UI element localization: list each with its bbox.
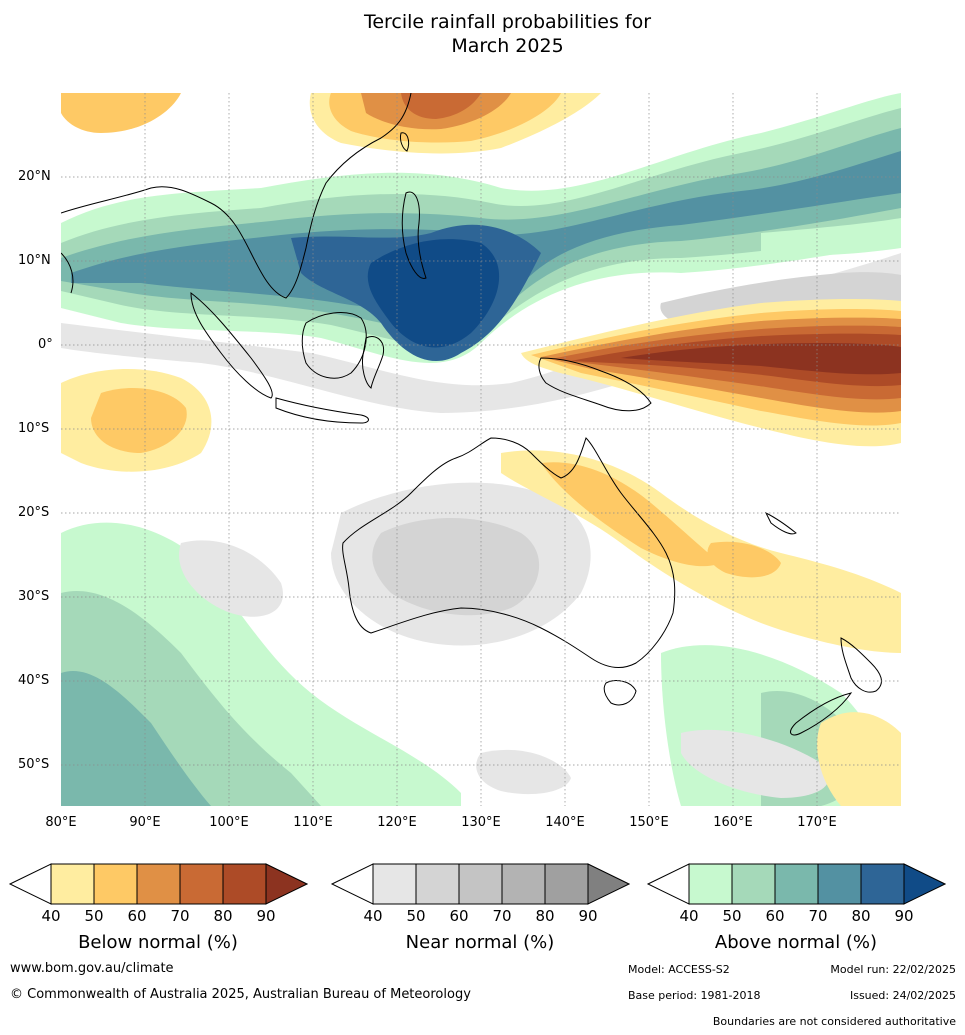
footer-copyright: © Commonwealth of Australia 2025, Austra…	[10, 987, 471, 1002]
legend-below-swatch-0	[8, 863, 52, 905]
legend-near-title: Near normal (%)	[405, 932, 555, 953]
legend-above-swatch-4	[817, 863, 862, 905]
legend-above-swatch-5	[860, 863, 905, 905]
map-title: Tercile rainfall probabilities for March…	[0, 10, 965, 58]
legend-below-tick-70: 70	[170, 907, 190, 925]
lat-label-10n: 10°N	[18, 253, 51, 268]
borneo-coast	[301, 312, 367, 379]
footer-model: Model: ACCESS-S2	[628, 963, 730, 976]
india-coast	[61, 252, 74, 294]
legend-below-swatch-3	[136, 863, 181, 905]
footer-base-period: Base period: 1981-2018	[628, 989, 761, 1002]
legend-above-swatch-1	[688, 863, 733, 905]
legend-near-normal: 40 50 60 70 80 90 Near normal (%)	[330, 862, 630, 953]
below-normal-regions	[61, 93, 901, 806]
lon-label-160e: 160°E	[713, 815, 753, 830]
legend-below-tick-60: 60	[127, 907, 147, 925]
new-zealand-north	[840, 637, 882, 693]
legend-above-swatch-0	[646, 863, 690, 905]
legend-below-colorbar	[8, 863, 308, 905]
sumatra-coast	[190, 291, 273, 399]
legend-below-tick-90: 90	[256, 907, 276, 925]
legend-above-tick-90: 90	[894, 907, 914, 925]
legend-below-tick-80: 80	[213, 907, 233, 925]
legend-above-tick-80: 80	[851, 907, 871, 925]
legend-above-swatch-3	[774, 863, 819, 905]
legend-near-tick-50: 50	[406, 907, 426, 925]
footer-model-run: Model run: 22/02/2025	[830, 963, 956, 976]
legend-near-swatch-6	[587, 863, 630, 905]
lat-label-20s: 20°S	[18, 505, 50, 520]
legend-near-swatch-5	[544, 863, 589, 905]
australia-coast	[342, 437, 676, 669]
legend-above-title: Above normal (%)	[714, 932, 878, 953]
lat-label-0: 0°	[38, 337, 53, 352]
legend-near-swatch-2	[415, 863, 460, 905]
legend-below-title: Below normal (%)	[78, 932, 238, 953]
title-line-2: March 2025	[451, 35, 564, 57]
sulawesi-coast	[362, 336, 385, 389]
lat-label-40s: 40°S	[18, 673, 50, 688]
legend-near-swatch-3	[458, 863, 503, 905]
java-coast	[275, 397, 369, 424]
lon-label-120e: 120°E	[377, 815, 417, 830]
new-caledonia-coast	[764, 511, 797, 535]
lat-label-10s: 10°S	[18, 421, 50, 436]
legend-below-tick-50: 50	[84, 907, 104, 925]
lon-label-90e: 90°E	[129, 815, 161, 830]
legend-below-swatch-2	[93, 863, 138, 905]
graticule	[61, 93, 901, 806]
legend-near-swatch-1	[372, 863, 417, 905]
legend-above-tick-60: 60	[765, 907, 785, 925]
legend-near-tick-90: 90	[578, 907, 598, 925]
asia-coast	[61, 93, 412, 299]
lon-label-170e: 170°E	[797, 815, 837, 830]
legend-near-tick-70: 70	[492, 907, 512, 925]
legend-near-tick-80: 80	[535, 907, 555, 925]
legend-below-swatch-4	[179, 863, 224, 905]
lon-label-150e: 150°E	[629, 815, 669, 830]
legend-above-normal: 40 50 60 70 80 90 Above normal (%)	[646, 862, 946, 953]
legend-near-tick-40: 40	[363, 907, 383, 925]
legend-above-swatch-6	[903, 863, 946, 905]
lon-label-80e: 80°E	[45, 815, 77, 830]
legend-near-tick-60: 60	[449, 907, 469, 925]
new-zealand-south	[790, 692, 853, 736]
legend-near-swatch-0	[330, 863, 374, 905]
near-normal-regions	[61, 253, 901, 798]
lat-label-50s: 50°S	[18, 757, 50, 772]
coastlines	[61, 93, 882, 736]
lat-label-30s: 30°S	[18, 589, 50, 604]
legend-above-tick-40: 40	[679, 907, 699, 925]
lon-label-100e: 100°E	[209, 815, 249, 830]
legend-below-swatch-5	[222, 863, 267, 905]
title-line-1: Tercile rainfall probabilities for	[363, 11, 652, 33]
lat-label-20n: 20°N	[18, 169, 51, 184]
map-svg	[61, 93, 901, 806]
legend-above-tick-50: 50	[722, 907, 742, 925]
footer-disclaimer: Boundaries are not considered authoritat…	[712, 1015, 956, 1028]
legend-below-normal: 40 50 60 70 80 90 Below normal (%)	[8, 862, 308, 953]
taiwan-coast	[400, 132, 410, 152]
legend-below-swatch-1	[50, 863, 95, 905]
legend-above-colorbar	[646, 863, 946, 905]
legend-above-swatch-2	[731, 863, 776, 905]
lon-label-140e: 140°E	[545, 815, 585, 830]
lon-label-110e: 110°E	[293, 815, 333, 830]
footer-website: www.bom.gov.au/climate	[10, 961, 174, 976]
footer-issued: Issued: 24/02/2025	[849, 989, 956, 1002]
legend-below-tick-40: 40	[41, 907, 61, 925]
legend-below-swatch-6	[265, 863, 308, 905]
tasmania-coast	[603, 680, 637, 706]
probability-map	[61, 93, 901, 806]
legend-above-tick-70: 70	[808, 907, 828, 925]
legend-near-colorbar	[330, 863, 630, 905]
philippines-coast	[401, 191, 427, 279]
new-guinea-coast	[538, 357, 652, 412]
legend-near-swatch-4	[501, 863, 546, 905]
lon-label-130e: 130°E	[461, 815, 501, 830]
